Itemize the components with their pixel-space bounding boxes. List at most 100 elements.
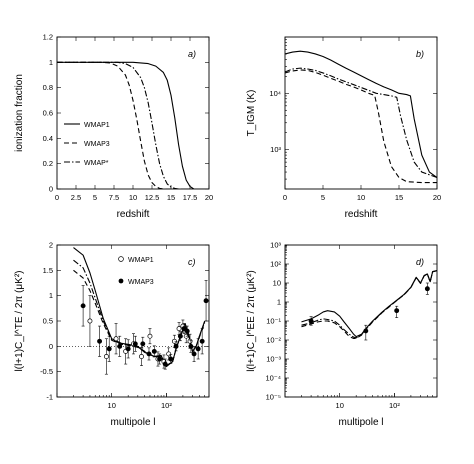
panel-c-wmap3-point — [140, 341, 146, 347]
panel-a-legend: WMAP1 WMAP3 WMAP* — [64, 122, 110, 167]
panel-d-ytick-label: 10⁻³ — [266, 355, 281, 364]
panel-c-wmap3-point — [173, 343, 179, 349]
panel-d-wmap3-point — [394, 308, 400, 314]
panel-c-ylabel: l(l+1)C_l^TE / 2π (μK²) — [14, 271, 25, 372]
legend-wmap1-label: WMAP1 — [84, 122, 110, 129]
panel-b-series-solid — [285, 50, 437, 178]
panel-a-xtick-label: 17.5 — [183, 193, 198, 202]
panel-b-xtick-label: 5 — [321, 193, 325, 202]
panel-b-series-dashdot — [285, 67, 437, 179]
panel-b-ylabel: T_IGM (K) — [246, 90, 257, 137]
panel-c-ytick-label: 0.5 — [43, 317, 53, 326]
panel-b-xtick-label: 20 — [433, 193, 441, 202]
panel-a-ytick-label: 0 — [49, 185, 53, 194]
legend-wmapstar-label: WMAP* — [84, 160, 109, 167]
panel-b-frame — [284, 36, 438, 190]
panel-a-series-solid — [57, 61, 209, 189]
panel-a: 0 2.5 5 7.5 10 12.5 15 17.5 2000.20.40.60.811.2 … — [14, 33, 213, 221]
panel-d-xtick-label: 10 — [336, 401, 344, 410]
panel-d-ytick-label: 10² — [270, 260, 281, 269]
panel-c-ytick-label: -0.5 — [40, 367, 53, 376]
panel-c-wmap3-point — [181, 326, 187, 332]
panel-c-wmap3-point — [132, 341, 138, 347]
panel-c-wmap3-point — [184, 328, 190, 334]
panel-b: 0 5 10 15 20 10³ 10⁴ b) redshift T_IGM (K) — [246, 36, 441, 220]
legend-wmap1-marker — [118, 256, 124, 262]
panel-c-wmap3-point — [157, 356, 163, 362]
panel-d: 10 10² 10⁻⁵ 10⁻⁴ 10⁻³ 10⁻² 10⁻¹ 1 10 10² 10³ d) mu… — [246, 241, 438, 428]
panel-d-ytick-label: 10³ — [270, 241, 281, 250]
panel-a-ytick-label: 0.4 — [43, 134, 53, 143]
panel-b-ytick-label: 10⁴ — [269, 89, 281, 98]
panel-d-ylabel: l(l+1)C_l^EE / 2π (μK²) — [246, 270, 257, 372]
panel-c-wmap3-point — [199, 338, 205, 344]
panel-b-ytick-label: 10³ — [270, 145, 281, 154]
panel-b-xlabel: redshift — [345, 209, 378, 220]
panel-d-ytick-label: 10⁻⁴ — [265, 374, 281, 383]
panel-c-wmap3-point — [117, 343, 123, 349]
panel-a-xtick-label: 20 — [205, 193, 213, 202]
panel-d-plot-area — [301, 270, 437, 341]
panel-c-wmap3-point — [106, 346, 112, 352]
panel-c-xtick-label: 10 — [108, 401, 116, 410]
panel-c-ytick-label: -1 — [46, 393, 53, 402]
panel-c-wmap3-point — [195, 346, 201, 352]
panel-d-ytick-label: 10⁻¹ — [266, 317, 281, 326]
panel-c-ytick-label: 0 — [49, 342, 53, 351]
panel-c-wmap1-point — [176, 326, 182, 332]
panel-c-wmap1-point — [87, 318, 93, 324]
panel-a-ytick-label: 0.2 — [43, 159, 53, 168]
panel-d-series-dashed — [301, 270, 437, 340]
panel-d-tag: d) — [416, 257, 424, 267]
panel-a-tag: a) — [188, 49, 196, 59]
panel-d-series-solid — [301, 270, 437, 338]
panel-d-wmap3-point — [363, 328, 369, 334]
panel-c-wmap1-point — [171, 338, 177, 344]
panel-c: 10 10² -1 -0.5 0 0.5 1 1.5 2 c) multipole l l(l+… — [14, 241, 210, 428]
panel-c-tag: c) — [188, 257, 196, 267]
panel-c-wmap1-point — [187, 338, 193, 344]
panel-d-ytick-label: 1 — [277, 298, 281, 307]
panel-b-series-dashed — [285, 69, 437, 184]
panel-c-wmap3-point — [188, 343, 194, 349]
panel-c-ytick-label: 2 — [49, 241, 53, 250]
legend-c-wmap1-label: WMAP1 — [128, 257, 154, 264]
panel-b-xtick-label: 15 — [395, 193, 403, 202]
panel-b-tag: b) — [416, 49, 424, 59]
panel-a-ytick-label: 0.6 — [43, 109, 53, 118]
panel-c-plot-area — [57, 247, 209, 375]
panel-a-xtick-label: 7.5 — [109, 193, 119, 202]
panel-a-xlabel: redshift — [117, 209, 150, 220]
panel-c-wmap3-point — [97, 338, 103, 344]
panel-a-series-dashdot — [57, 61, 209, 189]
legend-wmap3-marker — [118, 278, 124, 284]
panel-c-series-solid — [73, 247, 206, 368]
panel-a-ytick-label: 1 — [49, 58, 53, 67]
panel-c-xtick-label: 10² — [161, 401, 172, 410]
panel-d-frame — [284, 244, 438, 398]
panel-c-wmap1-point — [139, 354, 144, 359]
panel-d-ytick-label: 10⁻⁵ — [266, 393, 281, 402]
panel-c-wmap3-point — [168, 356, 174, 362]
panel-c-wmap3-point — [177, 333, 183, 339]
panel-a-ylabel: ionization fraction — [14, 74, 25, 152]
panel-a-xtick-label: 0 — [55, 193, 59, 202]
panel-c-xlabel: multipole l — [110, 417, 155, 428]
panel-a-xtick-label: 15 — [167, 193, 175, 202]
panel-a-ytick-label: 0.8 — [43, 83, 53, 92]
panel-c-series-dashdot — [73, 259, 206, 367]
panel-d-ytick-label: 10 — [273, 279, 281, 288]
panel-a-xtick-label: 2.5 — [71, 193, 81, 202]
panel-a-plot-area — [57, 61, 209, 189]
panel-c-wmap3-point — [162, 361, 168, 367]
panel-a-xtick-label: 5 — [93, 193, 97, 202]
panel-c-legend: WMAP1 WMAP3 — [118, 256, 154, 286]
legend-c-wmap3-label: WMAP3 — [128, 279, 154, 286]
panel-a-xtick-label: 10 — [129, 193, 137, 202]
panel-a-series-dashed — [57, 61, 209, 189]
panel-b-xtick-label: 0 — [283, 193, 287, 202]
panel-a-frame — [56, 36, 210, 190]
panel-c-frame — [56, 244, 210, 398]
panel-c-wmap3-point — [80, 303, 86, 309]
